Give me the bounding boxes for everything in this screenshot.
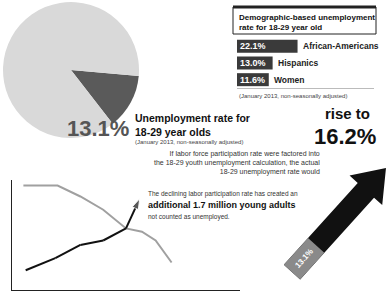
svg-text:(January 2013, non-seasonally: (January 2013, non-seasonally adjusted) [135,139,243,145]
svg-text:not counted as unemployed.: not counted as unemployed. [148,213,230,221]
svg-text:rise to: rise to [325,105,370,122]
svg-text:additional 1.7 million young a: additional 1.7 million young adults [148,200,296,210]
svg-text:22.1%: 22.1% [240,41,266,51]
svg-text:13.1%: 13.1% [67,116,129,141]
svg-text:13.0%: 13.0% [240,58,266,68]
svg-text:African-Americans: African-Americans [303,41,379,51]
svg-text:(January 2013, non-seasonally: (January 2013, non-seasonally adjusted) [239,93,347,99]
svg-text:The declining labor participat: The declining labor participation rate h… [148,190,298,198]
svg-text:If labor force participation r: If labor force participation rate were f… [154,150,320,176]
svg-text:13.1%: 13.1% [293,247,315,270]
svg-text:Unemployment rate for18-29 yea: Unemployment rate for18-29 year olds [135,112,250,138]
svg-text:Women: Women [274,75,305,85]
svg-text:Demographic-based unemployment: Demographic-based unemploymentrate for 1… [239,13,375,32]
svg-text:11.6%: 11.6% [240,75,265,85]
svg-text:16.2%: 16.2% [314,124,376,149]
svg-text:Hispanics: Hispanics [278,58,318,68]
